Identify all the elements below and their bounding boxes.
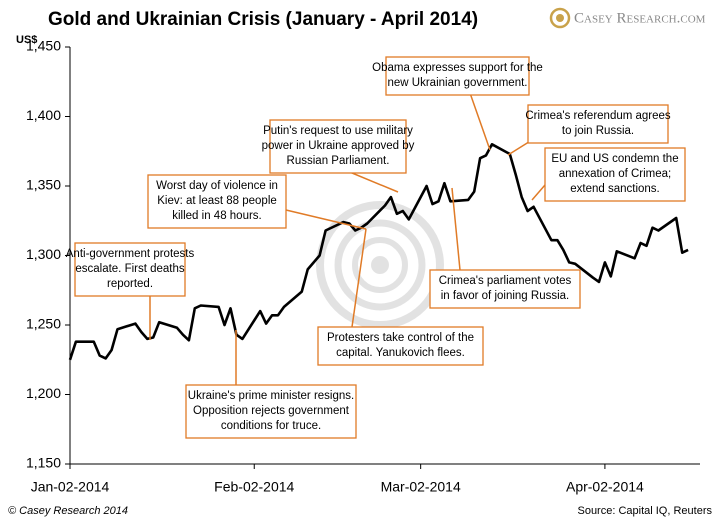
annotation-box [269, 119, 407, 174]
chart-title: Gold and Ukrainian Crisis (January - Apr… [48, 9, 478, 30]
annotation: Putin's request to use military power in … [262, 119, 415, 193]
annotation-text: escalate. First deaths [75, 263, 185, 275]
y-tick-label: 1,200 [26, 385, 61, 401]
footer-right: Source: Capital IQ, Reuters [577, 505, 712, 517]
annotation-text: Kiev: at least 88 people [157, 195, 277, 207]
annotation: Obama expresses support for the new Ukrai… [372, 56, 543, 151]
y-tick-label: 1,150 [26, 455, 61, 471]
logo-icon [549, 7, 571, 29]
annotation-text: new Ukrainian government. [388, 77, 528, 89]
annotation-box [544, 147, 686, 202]
y-axis-label: US$ [16, 34, 37, 46]
annotation-text: EU and US condemn the [551, 153, 678, 165]
logo-icon [556, 14, 564, 22]
y-tick-label: 1,450 [26, 38, 61, 54]
annotation: EU and US condemn the annexation of Crime… [531, 147, 686, 202]
annotation-leader [351, 228, 367, 328]
annotation: Crimea's referendum agrees to join Russia… [507, 104, 671, 156]
annotation-text: annexation of Crimea; [559, 168, 672, 180]
annotation: Ukraine's prime minister resigns. Opposit… [185, 330, 357, 439]
logo: Casey Research.com [574, 10, 706, 26]
annotation-leader [469, 92, 491, 151]
annotation-text: to join Russia. [562, 125, 634, 137]
annotation-text: extend sanctions. [570, 183, 660, 195]
annotation: Anti-government protests escalate. First … [66, 242, 195, 340]
annotation: Worst day of violence in Kiev: at least 8… [147, 174, 367, 230]
annotation-leader [451, 187, 461, 271]
y-tick-label: 1,350 [26, 177, 61, 193]
annotation-leader [285, 209, 367, 230]
annotation-text: Obama expresses support for the [372, 62, 543, 74]
annotation-box [527, 104, 669, 144]
x-tick-label: Feb-02-2014 [214, 479, 294, 495]
x-tick-label: Mar-02-2014 [381, 479, 461, 495]
annotation-text: conditions for truce. [221, 420, 321, 432]
annotation-leader [531, 184, 546, 201]
footer-left: © Casey Research 2014 [8, 505, 128, 517]
annotation-text: power in Ukraine approved by [262, 140, 415, 152]
annotation-text: Putin's request to use military [263, 125, 413, 137]
annotation-text: Crimea's parliament votes [439, 275, 572, 287]
series-line [68, 143, 689, 361]
annotation-box [147, 174, 287, 229]
annotation: Crimea's parliament votes in favor of joi… [429, 187, 581, 309]
annotation-text: Ukraine's prime minister resigns. [188, 390, 354, 402]
x-tick-label: Jan-02-2014 [31, 479, 110, 495]
annotation-text: Russian Parliament. [287, 155, 390, 167]
annotation-box [385, 56, 530, 96]
y-tick-label: 1,400 [26, 107, 61, 123]
annotation-text: Anti-government protests [66, 248, 195, 260]
annotation-text: capital. Yanukovich flees. [336, 347, 465, 359]
annotation-text: Worst day of violence in [156, 180, 278, 192]
annotation-text: Protesters take control of the [327, 332, 474, 344]
annotation-box [429, 269, 581, 309]
annotation-text: in favor of joining Russia. [441, 290, 569, 302]
annotation-text: Crimea's referendum agrees [525, 110, 671, 122]
y-tick-label: 1,300 [26, 246, 61, 262]
y-tick-label: 1,250 [26, 316, 61, 332]
annotation-box [317, 326, 484, 366]
annotation-text: killed in 48 hours. [172, 210, 262, 222]
annotation-box [74, 242, 186, 297]
watermark [316, 201, 444, 329]
annotation-box [185, 384, 357, 439]
annotation-text: Opposition rejects government [193, 405, 350, 417]
annotation: Protesters take control of the capital. Y… [317, 228, 484, 366]
x-tick-label: Apr-02-2014 [566, 479, 644, 495]
annotation-text: reported. [107, 278, 153, 290]
